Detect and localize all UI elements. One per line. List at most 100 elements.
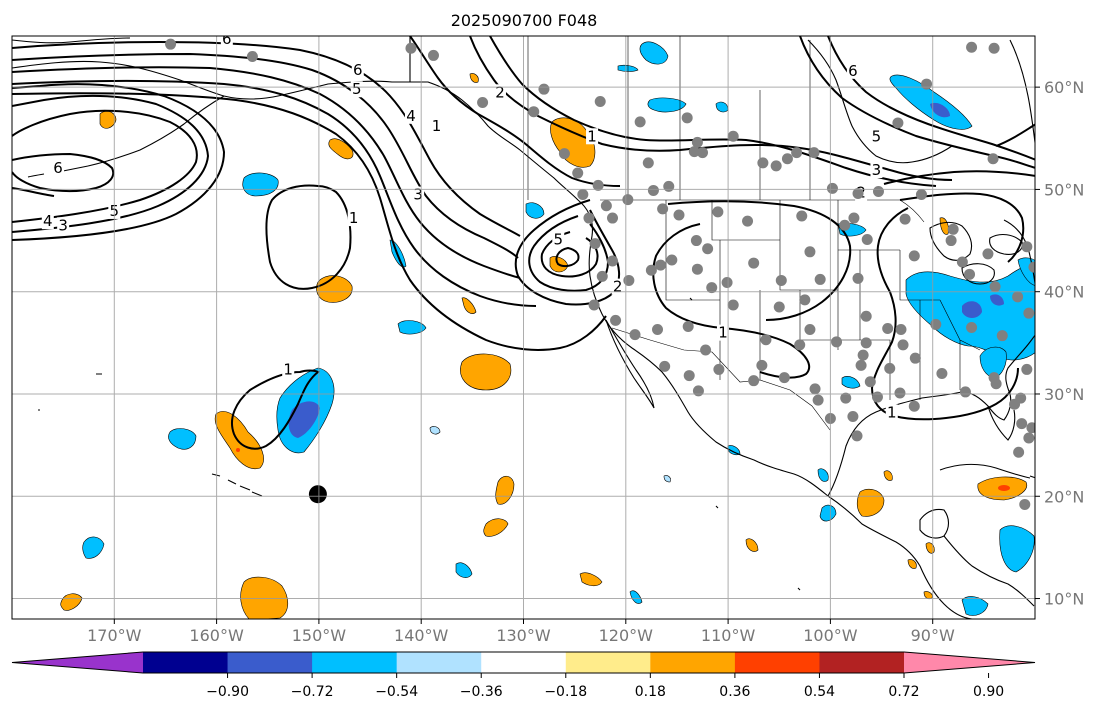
- station-dot: [1016, 418, 1028, 430]
- station-dot: [982, 248, 994, 260]
- station-dot: [760, 334, 772, 346]
- station-dot: [583, 212, 595, 224]
- station-dot: [799, 294, 811, 306]
- contour-label-halo: [351, 61, 364, 78]
- station-dot: [882, 323, 894, 335]
- negative-anomaly-region: [639, 41, 669, 65]
- station-dot: [826, 182, 838, 194]
- station-dot: [1028, 261, 1035, 273]
- positive-anomaly-region: [460, 353, 512, 391]
- negative-anomaly-region: [727, 445, 741, 456]
- station-dot: [936, 368, 948, 380]
- contour-line: [883, 170, 1035, 185]
- labrador-coastline: [1009, 39, 1035, 147]
- station-dot: [840, 392, 852, 404]
- contour-label-halo: [282, 361, 295, 378]
- contour-line: [528, 215, 610, 292]
- station-dot: [712, 206, 724, 218]
- station-dot: [956, 256, 968, 268]
- baja-california-coastline: [605, 319, 655, 409]
- contour-line: [231, 369, 320, 450]
- weak-negative-anomaly: [663, 475, 671, 483]
- colorbar-tick-label: 0.18: [635, 684, 666, 700]
- station-dot: [884, 362, 896, 374]
- station-dot: [757, 157, 769, 169]
- station-dot: [966, 322, 978, 333]
- station-dot: [577, 189, 589, 201]
- colorbar-tick-label: 0.54: [804, 684, 835, 700]
- station-dot: [594, 95, 606, 107]
- colorbar-lower-extension: [12, 652, 143, 673]
- contour-line: [12, 94, 210, 233]
- contour-label: 2: [495, 83, 505, 101]
- station-dot: [909, 352, 921, 364]
- station-dot: [852, 188, 864, 200]
- station-dot: [592, 179, 604, 191]
- station-dot: [848, 212, 860, 224]
- longitude-tick-label: 160°W: [189, 626, 244, 645]
- positive-anomaly-region: [469, 73, 479, 83]
- contour-line: [514, 199, 620, 306]
- station-dot: [964, 268, 976, 280]
- negative-anomaly-region: [455, 562, 473, 578]
- canada-province-borders: [527, 36, 811, 200]
- negative-anomaly-region: [889, 74, 973, 130]
- station-dot: [921, 78, 933, 90]
- positive-anomaly-region: [907, 559, 917, 569]
- contour-label-halo: [57, 217, 70, 234]
- station-dot: [165, 38, 177, 50]
- station-dot: [804, 324, 816, 336]
- longitude-tick-label: 100°W: [803, 626, 858, 645]
- contour-label-halo: [220, 36, 233, 48]
- contour-line: [12, 80, 537, 307]
- station-dot: [700, 344, 712, 356]
- contour-label-halo: [350, 81, 363, 98]
- station-dot: [742, 215, 754, 227]
- negative-anomaly-region: [168, 428, 197, 450]
- station-dot: [945, 235, 957, 247]
- station-dot: [812, 394, 824, 406]
- contour-line: [489, 36, 937, 187]
- station-dot: [673, 209, 685, 221]
- station-dot: [894, 387, 906, 399]
- longitude-tick-label: 170°W: [87, 626, 142, 645]
- station-dot: [908, 250, 920, 262]
- contour-label-halo: [611, 278, 624, 295]
- station-dot: [871, 391, 883, 403]
- station-markers: [165, 38, 1035, 510]
- station-dot: [645, 264, 657, 276]
- latitude-tick-label: 10°N: [1044, 590, 1084, 609]
- colorbar-segment: [312, 652, 398, 673]
- yucatan-coastline: [919, 508, 950, 539]
- negative-anomaly-region: [647, 97, 687, 113]
- station-dot: [647, 184, 659, 196]
- station-dot: [572, 167, 584, 179]
- contour-label-halo: [870, 128, 883, 145]
- negative-anomaly-region: [397, 320, 427, 335]
- station-dot: [610, 314, 622, 326]
- station-dot: [770, 160, 782, 172]
- station-dot: [558, 148, 570, 160]
- station-dot: [852, 272, 864, 284]
- contour-line: [540, 231, 599, 278]
- contour-label: 1: [349, 209, 359, 227]
- negative-anomaly-region: [82, 536, 105, 559]
- contour-line: [12, 40, 521, 237]
- negative-anomaly-region: [819, 504, 837, 522]
- contour-label-halo: [846, 62, 859, 79]
- station-dot: [427, 49, 439, 61]
- positive-anomaly-region: [461, 297, 477, 314]
- colorbar-outline: [11, 651, 1036, 674]
- station-dot: [721, 276, 733, 288]
- contour-label: 5: [872, 127, 882, 145]
- station-dot: [666, 254, 678, 266]
- contour-label-halo: [41, 213, 54, 230]
- station-dot: [809, 383, 821, 395]
- station-dot: [996, 330, 1008, 342]
- station-dot: [860, 310, 872, 322]
- contour-line: [870, 207, 1019, 421]
- colorbar-segment: [734, 652, 820, 673]
- contour-label: 3: [58, 216, 68, 234]
- location-marker: [308, 485, 327, 504]
- contour-line: [409, 36, 621, 187]
